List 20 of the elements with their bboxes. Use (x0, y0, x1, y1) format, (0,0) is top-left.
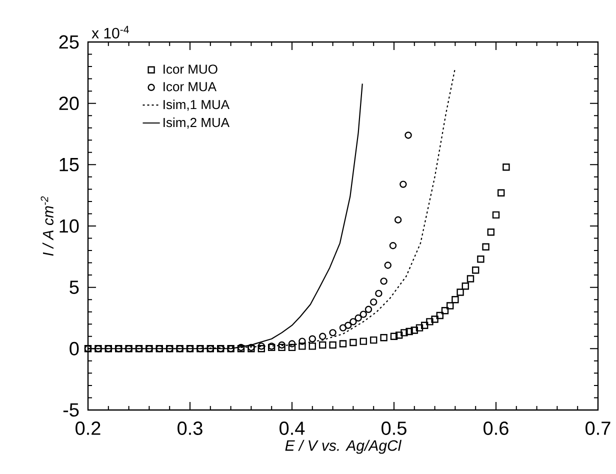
x-tick-label: 0.2 (76, 422, 100, 435)
legend-label: Isim,2 MUA (164, 118, 230, 129)
x-tick-label: 0.6 (484, 422, 508, 435)
y-tick-label: -5 (63, 403, 79, 417)
y-tick-label: 10 (60, 219, 79, 233)
x-tick-label: 0.4 (280, 422, 305, 435)
x-tick-label: 0.3 (178, 422, 202, 435)
y-tick-label: 15 (60, 158, 79, 172)
y-tick-label: 5 (70, 280, 79, 294)
y-axis-title: I / A cm$^{-2}$ (40, 196, 54, 256)
x-tick-label: 0.7 (586, 422, 610, 435)
legend-label: Isim,1 MUA (164, 100, 230, 111)
y-tick-label: 25 (59, 35, 79, 49)
y-tick-label: 0 (70, 342, 79, 356)
legend-label: Icor MUA (164, 82, 217, 92)
x-axis-title: E / V vs. Ag/AgCl (285, 440, 402, 454)
legend-label: Icor MUO (164, 64, 218, 74)
x-tick-label: 0.5 (382, 422, 406, 435)
text: x 10$^{-4}$ (92, 26, 129, 38)
y-tick-label: 20 (59, 96, 79, 110)
